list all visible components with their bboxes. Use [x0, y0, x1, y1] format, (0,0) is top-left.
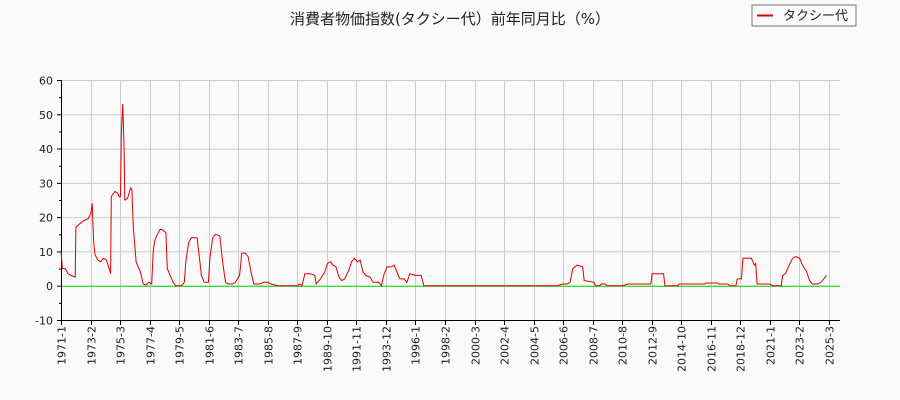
series-line-taxi: [60, 103, 827, 287]
x-tick-label: 1981-6: [204, 326, 217, 365]
x-tick-label: 2016-11: [706, 326, 719, 372]
x-tick-label: 1979-5: [174, 326, 187, 365]
x-tick-label: 1985-8: [263, 326, 276, 365]
x-tick-label: 1971-1: [56, 326, 69, 365]
legend: タクシー代: [751, 4, 857, 27]
x-tick-label: 1973-2: [86, 326, 99, 365]
x-tick-label: 1977-4: [145, 326, 158, 365]
x-axis-ticks: 1971-1 1973-2 1975-3 1977-4 1979-5 1981-6 1983…: [56, 320, 837, 372]
y-tick-label: -10: [35, 315, 53, 328]
y-tick-label: 10: [39, 246, 53, 259]
axes: [61, 80, 840, 321]
x-tick-label: 2021-1: [765, 326, 778, 365]
x-tick-label: 2014-10: [676, 326, 689, 372]
x-tick-label: 1996-1: [410, 326, 423, 365]
x-tick-label: 2000-3: [470, 326, 483, 365]
y-tick-label: 20: [39, 212, 53, 225]
legend-box: [751, 4, 857, 27]
x-tick-label: 1989-10: [322, 326, 335, 372]
x-tick-label: 2018-12: [735, 326, 748, 372]
x-tick-label: 1991-11: [351, 326, 364, 372]
x-tick-label: 2010-8: [617, 326, 630, 365]
grid-lines: [61, 80, 840, 320]
y-tick-label: 0: [46, 280, 53, 293]
x-tick-label: 1987-9: [292, 326, 305, 365]
y-tick-label: 50: [39, 109, 53, 122]
x-tick-label: 2008-7: [588, 326, 601, 365]
y-tick-label: 30: [39, 177, 53, 190]
x-tick-label: 2023-2: [794, 326, 807, 365]
x-tick-label: 2025-3: [824, 326, 837, 365]
x-tick-label: 1983-7: [233, 326, 246, 365]
legend-label: タクシー代: [783, 9, 848, 24]
x-tick-label: 2004-5: [529, 326, 542, 365]
x-tick-label: 2002-4: [499, 326, 512, 365]
x-tick-label: 1993-12: [381, 326, 394, 372]
y-tick-label: 60: [39, 75, 53, 88]
x-tick-label: 2006-6: [558, 326, 571, 365]
x-tick-label: 1998-2: [440, 326, 453, 365]
chart-title: 消費者物価指数(タクシー代）前年同月比（%）: [290, 10, 610, 28]
x-tick-label: 1975-3: [115, 326, 128, 365]
y-tick-label: 40: [39, 143, 53, 156]
y-axis-ticks: -10 0 10 20 30 40 50 60: [35, 75, 61, 328]
x-tick-label: 2012-9: [647, 326, 660, 365]
